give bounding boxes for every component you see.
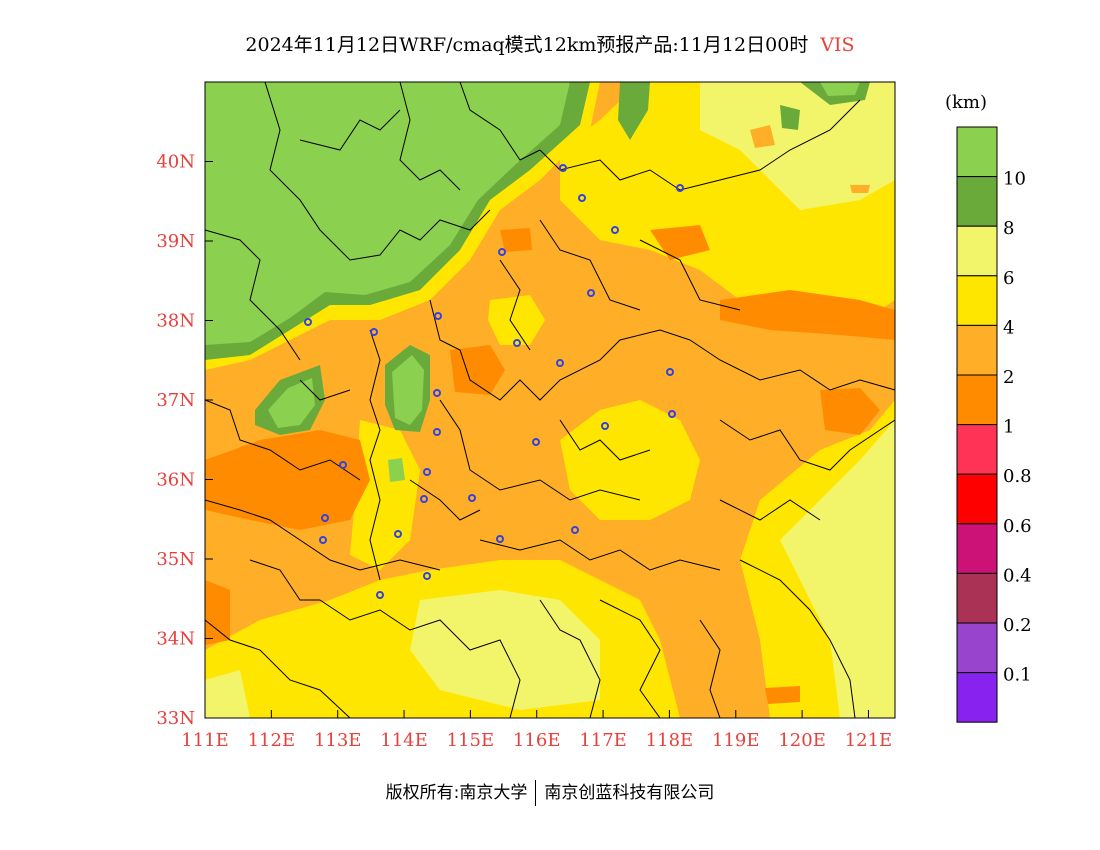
legend-swatch	[956, 126, 998, 178]
legend-label: 4	[1003, 317, 1014, 338]
lat-tick-label: 36N	[156, 470, 195, 491]
lon-tick-label: 113E	[314, 730, 362, 751]
legend-label: 10	[1003, 169, 1026, 190]
lat-tick-label: 33N	[156, 708, 195, 729]
lon-tick-label: 119E	[712, 730, 760, 751]
legend-swatch	[956, 473, 998, 525]
title-text: 2024年11月12日WRF/cmaq模式12km预报产品:11月12日00时	[245, 34, 809, 56]
lat-tick-label: 38N	[156, 311, 195, 332]
legend-swatch	[956, 324, 998, 376]
legend-label: 0.6	[1003, 516, 1032, 537]
legend-label: 0.1	[1003, 665, 1032, 686]
visibility-field	[205, 82, 895, 718]
title-variable: VIS	[820, 34, 855, 56]
legend-swatch	[956, 622, 998, 674]
legend-swatch	[956, 374, 998, 426]
lon-tick-label: 111E	[181, 730, 229, 751]
legend-label: 0.2	[1003, 615, 1032, 636]
boundaries	[205, 82, 895, 718]
city-markers	[304, 164, 684, 599]
lat-tick-label: 40N	[156, 152, 195, 173]
lon-tick-label: 117E	[579, 730, 627, 751]
legend-swatch	[956, 225, 998, 277]
lon-tick-label: 114E	[380, 730, 428, 751]
axis-ticks	[204, 161, 869, 719]
legend-swatch	[956, 275, 998, 326]
legend-label: 8	[1003, 218, 1014, 239]
lon-tick-label: 116E	[513, 730, 561, 751]
footer-left: 版权所有:南京大学	[385, 783, 528, 803]
legend-label: 2	[1003, 367, 1014, 388]
legend-swatch	[956, 176, 998, 227]
legend-label: 0.8	[1003, 466, 1032, 487]
footer: 版权所有:南京大学 南京创蓝科技有限公司	[0, 778, 1100, 806]
lon-tick-label: 112E	[248, 730, 296, 751]
legend-swatch	[956, 672, 998, 723]
lon-tick-label: 121E	[845, 730, 893, 751]
legend-label: 1	[1003, 417, 1014, 438]
legend: (km) 10 8 6 4 2 1 0.8 0.6 0.4 0.2 0.1	[945, 92, 1032, 723]
legend-swatch	[956, 424, 998, 475]
lat-tick-label: 39N	[156, 231, 195, 252]
legend-unit: (km)	[945, 92, 987, 113]
legend-label: 0.4	[1003, 565, 1032, 586]
lon-tick-label: 118E	[646, 730, 694, 751]
footer-right: 南京创蓝科技有限公司	[544, 783, 715, 803]
latitude-labels: 33N 34N 35N 36N 37N 38N 39N 40N	[156, 152, 195, 730]
lat-tick-label: 34N	[156, 629, 195, 650]
footer-divider	[535, 780, 537, 806]
legend-label: 6	[1003, 268, 1014, 289]
legend-swatch	[956, 523, 998, 574]
lat-tick-label: 37N	[156, 390, 195, 411]
legend-swatch	[956, 572, 998, 624]
lon-tick-label: 115E	[447, 730, 495, 751]
lat-tick-label: 35N	[156, 549, 195, 570]
lon-tick-label: 120E	[778, 730, 826, 751]
longitude-labels: 111E 112E 113E 114E 115E 116E 117E 118E 119E 120E…	[181, 730, 892, 751]
map-title: 2024年11月12日WRF/cmaq模式12km预报产品:11月12日00时 V…	[0, 30, 1100, 57]
